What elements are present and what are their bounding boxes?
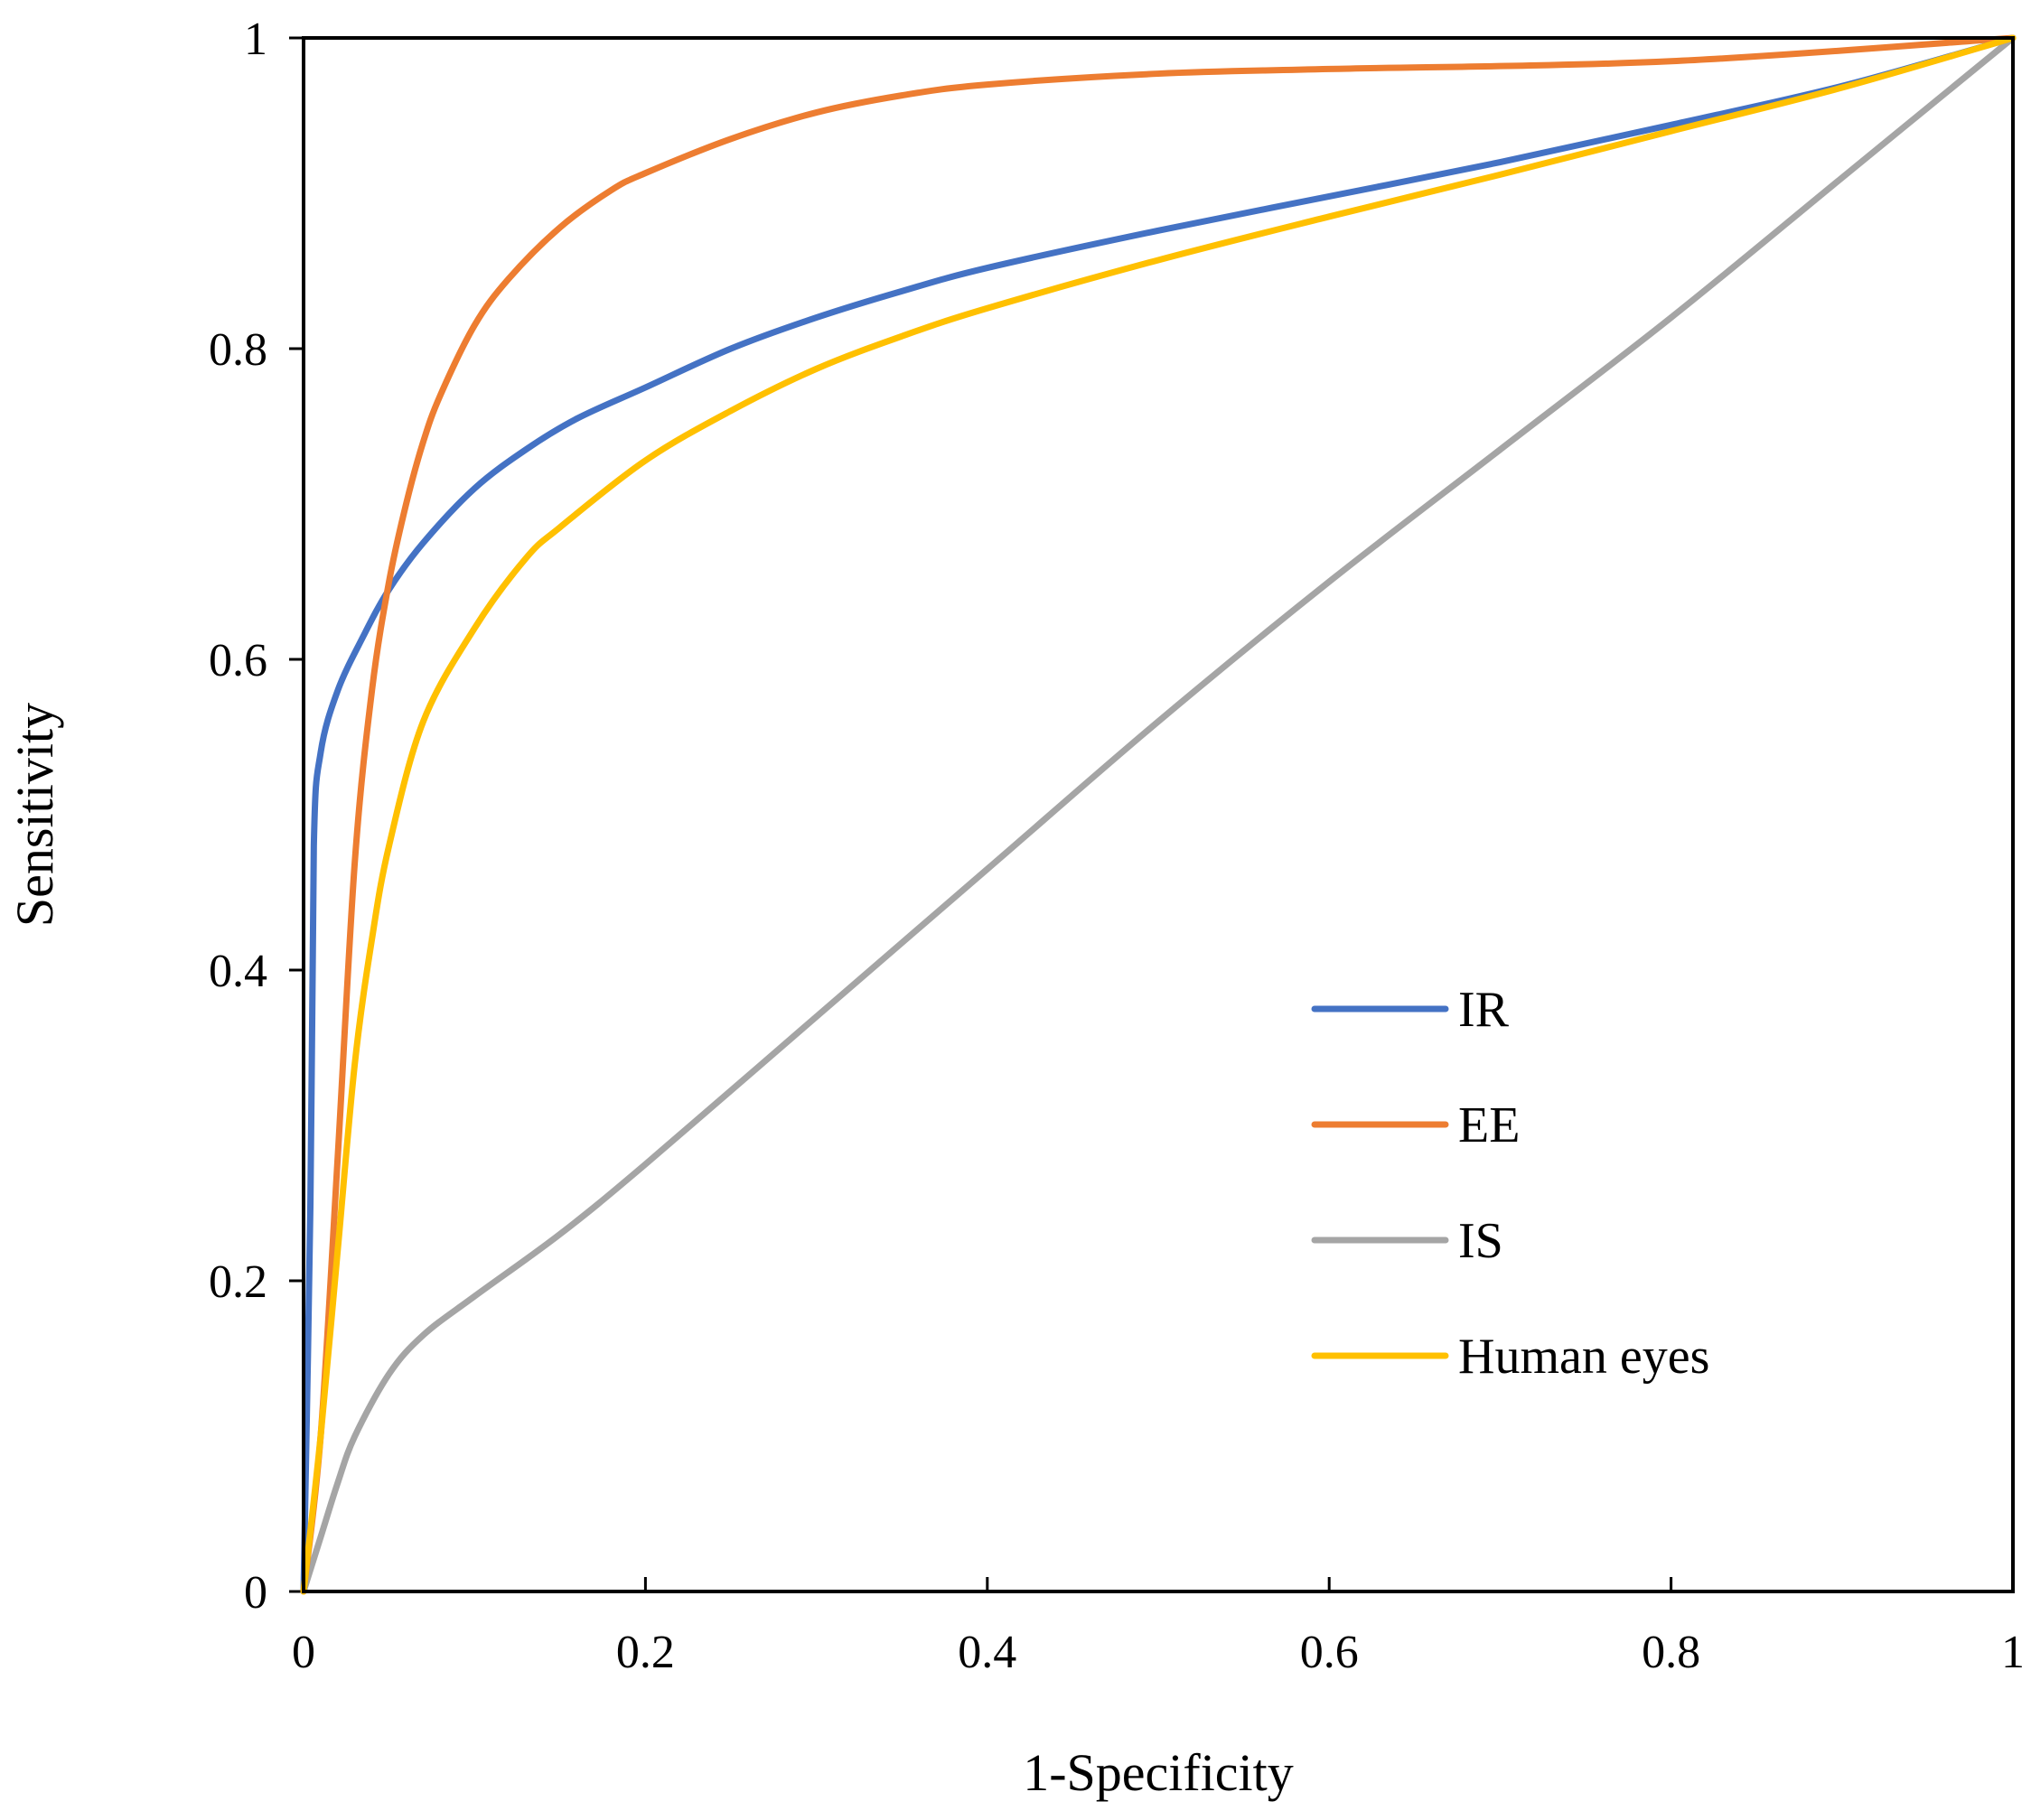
- legend-label-ir: IR: [1458, 982, 1510, 1038]
- y-tick-label: 0: [244, 1567, 267, 1619]
- series-line-human-eyes: [300, 34, 2017, 1595]
- series-lines: [300, 34, 2017, 1595]
- y-tick-label: 0.4: [209, 946, 267, 997]
- legend-label-ee: EE: [1458, 1097, 1520, 1153]
- series-line-ee: [300, 34, 2017, 1595]
- x-tick-label: 0: [292, 1627, 315, 1678]
- x-tick-label: 0.6: [1300, 1627, 1359, 1678]
- legend: IR EE IS Human eyes: [1311, 982, 1709, 1385]
- x-tick-label: 0.4: [958, 1627, 1016, 1678]
- x-tick-label: 1: [2001, 1627, 2025, 1678]
- x-tick-label: 0.8: [1642, 1627, 1700, 1678]
- y-tick-label: 0.2: [209, 1256, 267, 1308]
- y-axis-ticks: [289, 36, 304, 1593]
- plot-frame: [302, 36, 2015, 1593]
- y-tick-labels: 0 0.2 0.4 0.6 0.8 1: [209, 14, 267, 1619]
- legend-label-is: IS: [1458, 1213, 1503, 1269]
- series-line-ir: [300, 34, 2017, 1595]
- legend-label-human-eyes: Human eyes: [1458, 1329, 1709, 1385]
- series-line-is: [300, 34, 2017, 1595]
- x-tick-label: 0.2: [616, 1627, 675, 1678]
- y-tick-label: 0.6: [209, 635, 267, 686]
- y-axis-title: Sensitivity: [5, 703, 64, 927]
- y-tick-label: 1: [244, 14, 267, 65]
- y-tick-label: 0.8: [209, 324, 267, 376]
- x-tick-labels: 0 0.2 0.4 0.6 0.8 1: [292, 1627, 2025, 1678]
- x-axis-title: 1-Specificity: [1023, 1743, 1294, 1802]
